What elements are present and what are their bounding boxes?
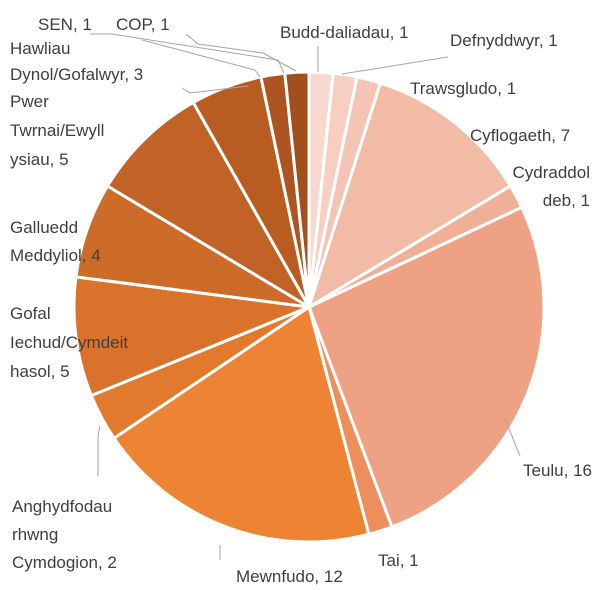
- data-label-line: deb, 1: [543, 191, 590, 210]
- data-label-line: Cymdogion, 2: [12, 553, 117, 572]
- data-label-defnyddwyr: Defnyddwyr, 1: [450, 31, 558, 50]
- pie-slice-cyflogaeth: [306, 81, 513, 311]
- data-label-line: Pwer: [10, 92, 49, 111]
- data-label-line: Galluedd: [10, 218, 78, 237]
- pie-slice-teulu: [307, 205, 546, 529]
- leader-line: [90, 33, 285, 74]
- leader-line: [181, 85, 249, 94]
- data-label-line: Iechud/Cymdeit: [10, 333, 128, 352]
- data-label-cop: COP, 1: [116, 15, 170, 34]
- data-label-sen: SEN, 1: [38, 15, 92, 34]
- data-label-budd-daliadau: Budd-daliadau, 1: [280, 23, 409, 42]
- data-labels: Budd-daliadau, 1 Defnyddwyr, 1 Trawsgludo,…: [10, 15, 592, 586]
- leader-line: [97, 425, 101, 476]
- data-label-cyflogaeth: Cyflogaeth, 7: [470, 126, 570, 145]
- data-label-trawsgludo: Trawsgludo, 1: [410, 79, 516, 98]
- data-label-line: Gofal: [10, 304, 51, 323]
- data-label-galluedd-meddyliol: Galluedd Meddyliol, 4: [10, 218, 101, 265]
- data-label-anghydfodau-rhwng-cymdogion: Anghydfodau rhwng Cymdogion, 2: [12, 497, 117, 572]
- pie-slices: [72, 70, 546, 544]
- leader-line: [504, 418, 521, 457]
- data-label-line: Teulu, 16: [523, 461, 592, 480]
- data-label-line: SEN, 1: [38, 15, 92, 34]
- data-label-line: Cyflogaeth, 7: [470, 126, 570, 145]
- leader-line: [341, 56, 449, 75]
- data-label-line: COP, 1: [116, 15, 170, 34]
- data-label-mewnfudo: Mewnfudo, 12: [236, 567, 343, 586]
- data-label-line: Meddyliol, 4: [10, 246, 101, 265]
- data-label-line: Cydraddol: [513, 163, 591, 182]
- data-label-line: hasol, 5: [10, 362, 70, 381]
- data-label-line: Budd-daliadau, 1: [280, 23, 409, 42]
- pie-slice-cop: [283, 70, 311, 308]
- pie-slice-gofal-iechud-cymdeithasol: [72, 275, 315, 398]
- data-label-cydraddoldeb: Cydraddol deb, 1: [513, 163, 591, 210]
- data-label-pwer-twrnai-ewyllysiau: Pwer Twrnai/Ewyll ysiau, 5: [10, 92, 104, 169]
- pie-slice-mewnfudo: [111, 304, 371, 544]
- leader-lines: [90, 33, 521, 560]
- data-label-line: Mewnfudo, 12: [236, 567, 343, 586]
- leader-line: [185, 33, 297, 72]
- data-label-gofal-iechud-cymdeithasol: Gofal Iechud/Cymdeit hasol, 5: [10, 304, 128, 381]
- data-label-line: Anghydfodau: [12, 497, 112, 516]
- data-label-hawliau-dynol-gofalwyr: Hawliau Dynol/Gofalwyr, 3: [10, 39, 143, 84]
- data-label-line: Dynol/Gofalwyr, 3: [10, 65, 143, 84]
- leader-line: [141, 39, 261, 78]
- data-label-line: Defnyddwyr, 1: [450, 31, 558, 50]
- data-label-line: Twrnai/Ewyll: [10, 121, 104, 140]
- pie-slice-pwer-twrnai-ewyllysiau: [105, 100, 314, 312]
- data-label-line: Trawsgludo, 1: [410, 79, 516, 98]
- data-label-teulu: Teulu, 16: [523, 461, 592, 480]
- data-label-line: rhwng: [12, 525, 58, 544]
- data-label-line: ysiau, 5: [10, 150, 69, 169]
- data-label-tai: Tai, 1: [378, 551, 419, 570]
- data-label-line: Tai, 1: [378, 551, 419, 570]
- data-label-line: Hawliau: [10, 39, 70, 58]
